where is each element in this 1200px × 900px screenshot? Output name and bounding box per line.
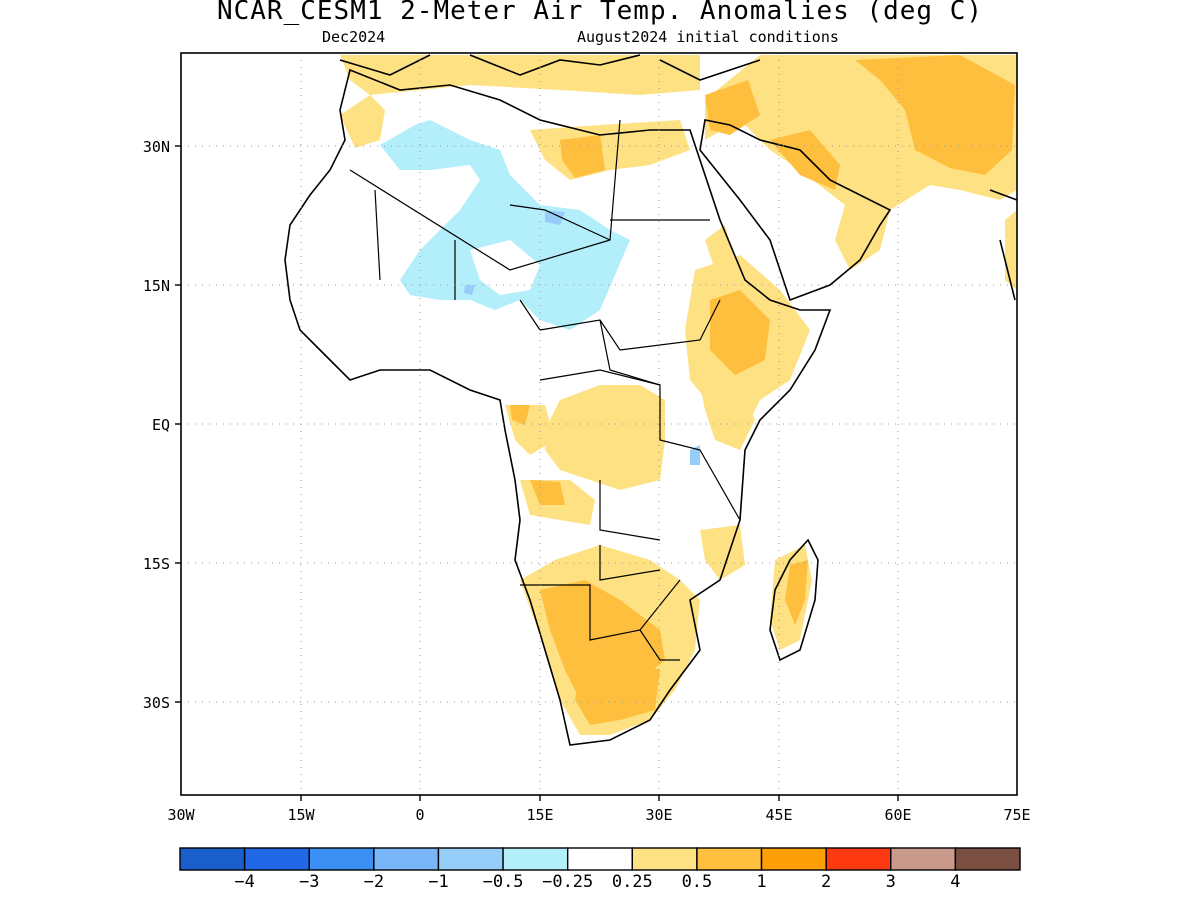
lon-tick-label: 60E <box>884 806 911 824</box>
cool-region-sahara <box>380 120 630 330</box>
colorbar-swatch <box>566 847 634 871</box>
europe-coastline <box>339 54 761 81</box>
forecast-month: Dec2024 <box>322 28 386 46</box>
warm-region-levant <box>705 80 760 135</box>
colorbar-label: 2 <box>821 872 831 892</box>
map-area <box>181 53 1017 795</box>
hot-region-ethiopia <box>710 290 770 375</box>
cool-spot-lake-victoria <box>690 445 700 465</box>
lat-axis: 30N 15N EQ 15S 30S <box>143 138 170 712</box>
colorbar-swatch <box>179 847 246 871</box>
border-sahara-lines <box>349 119 710 331</box>
country-borders <box>349 119 741 661</box>
colorbar-label: −4 <box>234 872 254 892</box>
lon-tick-label: 75E <box>1003 806 1030 824</box>
lon-tick-label: 30E <box>645 806 672 824</box>
colorbar-label: 1 <box>756 872 766 892</box>
initial-conditions: August2024 initial conditions <box>577 28 839 46</box>
tick-marks <box>175 145 899 801</box>
lon-tick-label: 0 <box>415 806 424 824</box>
warm-region-tanzania <box>700 385 755 450</box>
colorbar-swatch <box>308 847 375 871</box>
border-sahel-lines <box>539 299 721 386</box>
colorbar-swatch <box>243 847 310 871</box>
lat-tick-label: EQ <box>152 416 170 434</box>
lat-tick-label: 15N <box>143 277 170 295</box>
colorbar-label: 0.25 <box>612 872 653 892</box>
colorbar-label: 0.5 <box>682 872 713 892</box>
colorbar: −4 −3 −2 −1 −0.5 −0.25 0.25 0.5 1 2 3 4 <box>179 847 1021 892</box>
coastlines <box>284 54 1017 746</box>
colorbar-swatch <box>373 847 440 871</box>
lat-tick-label: 15S <box>143 555 170 573</box>
cool-spot-mali <box>464 285 475 295</box>
africa-coastline <box>284 68 832 746</box>
lon-tick-label: 45E <box>765 806 792 824</box>
hot-region-libya <box>560 135 605 178</box>
lon-tick-label: 15E <box>526 806 553 824</box>
colorbar-swatch <box>631 847 698 871</box>
warm-region-libya <box>530 120 690 180</box>
lon-tick-label: 30W <box>167 806 195 824</box>
hot-region-madagascar <box>785 560 808 625</box>
colorbar-label: −1 <box>428 872 448 892</box>
hot-spot-gabon <box>510 405 530 425</box>
warm-region-algeria-coast <box>340 95 385 148</box>
colorbar-swatch <box>437 847 504 871</box>
lat-tick-label: 30N <box>143 138 170 156</box>
map-title: NCAR_CESM1 2-Meter Air Temp. Anomalies (… <box>216 0 984 26</box>
gridlines <box>181 53 1017 795</box>
arabia-coastline <box>699 119 892 302</box>
warm-region-congo <box>545 385 665 490</box>
hot-spot-angola <box>530 480 565 505</box>
lon-tick-label: 15W <box>287 806 315 824</box>
hot-region-saudi <box>770 130 840 190</box>
colorbar-swatch <box>954 847 1021 871</box>
colorbar-swatch <box>825 847 892 871</box>
warm-region-india <box>1005 210 1017 290</box>
colorbar-label: −3 <box>299 872 319 892</box>
colorbar-swatch <box>502 847 569 871</box>
border-southern-lines <box>520 545 681 661</box>
colorbar-swatch <box>760 847 827 871</box>
colorbar-swatch <box>890 847 957 871</box>
india-coastline <box>989 189 1017 301</box>
colorbar-label: −2 <box>364 872 384 892</box>
colorbar-label: −0.25 <box>542 872 593 892</box>
cool-spot-niger <box>545 210 565 225</box>
hot-region-iran <box>900 62 1000 140</box>
anomaly-shading <box>340 55 1017 735</box>
colorbar-swatch <box>696 847 763 871</box>
colorbar-label: −0.5 <box>483 872 524 892</box>
madagascar-coastline <box>769 538 819 662</box>
colorbar-label: 3 <box>886 872 896 892</box>
lon-axis: 30W 15W 0 15E 30E 45E 60E 75E <box>167 806 1030 824</box>
colorbar-label: 4 <box>950 872 960 892</box>
lat-tick-label: 30S <box>143 694 170 712</box>
border-central-lines <box>539 369 741 541</box>
hot-region-south-africa <box>575 660 660 725</box>
